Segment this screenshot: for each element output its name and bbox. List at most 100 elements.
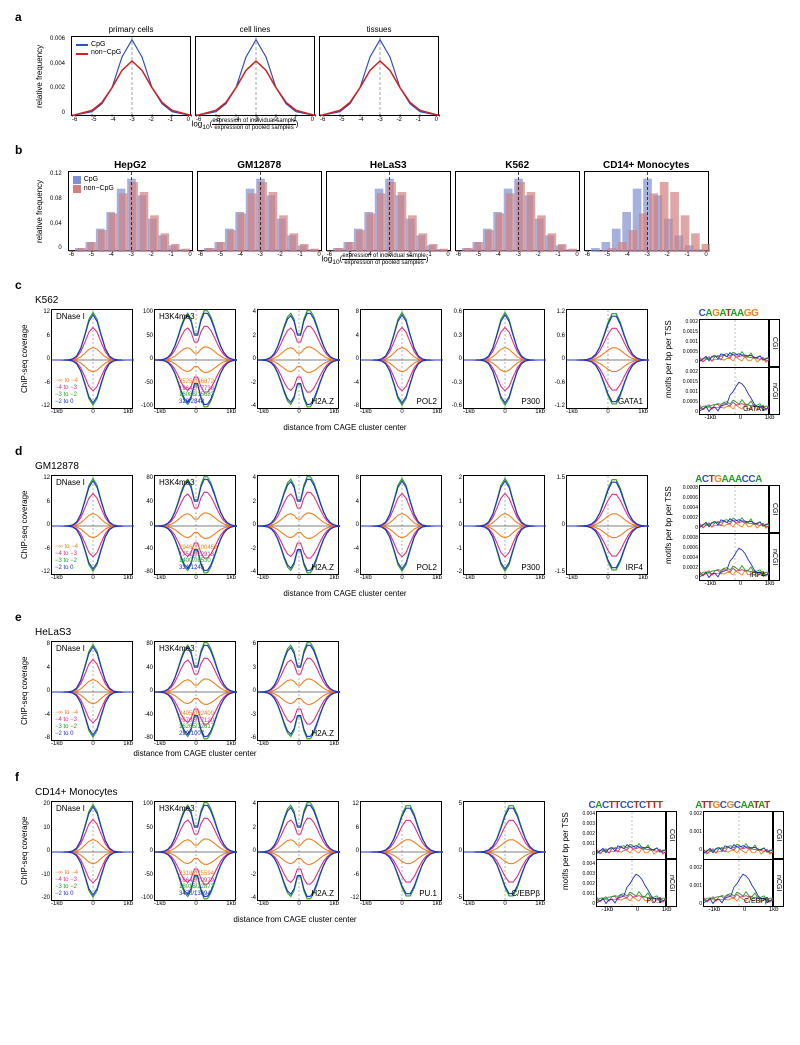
panel-name-label: DNase I	[56, 478, 85, 487]
panel-label: d	[15, 444, 785, 458]
panel-a-charts: 0.0060.0040.0020primary cells-6-5-4-3-2-…	[50, 36, 439, 116]
chip-panel-p300: 210-1-2P300-1kb01kb	[447, 475, 545, 581]
motif-name: PU.1	[646, 898, 662, 905]
panel-a-legend: CpGnon−CpG	[76, 41, 121, 58]
motif-side-nCGI: nCGI	[666, 859, 677, 907]
panel-name-label: POL2	[417, 397, 437, 406]
motif-side-nCGI: nCGI	[769, 533, 780, 581]
panel-name-label: H2A.Z	[311, 729, 334, 738]
group-counts: 24051/9240020705/1712016265/12617299/100…	[179, 711, 214, 737]
chart-title: cell lines	[240, 25, 271, 34]
group-counts: 23183/7559416646/1097918018/228733470/13…	[179, 871, 214, 897]
panel-name-label: H3K4me3	[159, 804, 195, 813]
panel-a-chart-2: tissues-6-5-4-3-2-10	[319, 36, 439, 116]
chip-panel-h2a-z: 630-3-6H2A.Z-1kb01kb	[241, 641, 339, 747]
panel-b-charts: 0.120.080.040HepG2-6-5-4-3-2-10CpGnon−Cp…	[50, 171, 709, 251]
panel-b-ylabel: relative frequency	[35, 171, 44, 251]
chip-xlabel: distance from CAGE cluster center	[45, 749, 345, 758]
group-counts: 29460/10045217518/1291314007/8530331/124…	[179, 545, 217, 571]
chip-panel-h3k4me3: 100500-50-100H3K4me323183/7559416646/109…	[138, 801, 236, 907]
panel-f: f CD14+ Monocytes ChIP-seq coverage 20100-1…	[15, 770, 785, 924]
chip-panel-dnase-i: 20100-10-20DNase I−∞ to −4−4 to −3−3 to …	[35, 801, 133, 907]
panel-b-chart-2: HeLaS3-6-5-4-3-2-10	[326, 171, 451, 251]
panel-c: cK562ChIP-seq coverage1260-6-12DNase I−∞…	[15, 278, 785, 432]
motif-name: GATA1	[743, 406, 765, 413]
chip-xlabel: distance from CAGE cluster center	[45, 589, 645, 598]
motif-side-CGI: CGI	[769, 485, 780, 533]
motif-ylabel: motifs per bp per TSS	[561, 801, 570, 901]
row-title: HeLaS3	[35, 627, 785, 638]
chart-title: GM12878	[237, 160, 281, 171]
chip-panel-dnase-i: 1260-6-12DNase I−∞ to −4−4 to −3−3 to −2…	[35, 475, 133, 581]
expr-legend: −∞ to −4−4 to −3−3 to −2−2 to 0	[55, 710, 78, 739]
group-counts: 25258/8687219642/1773816088/15682328/284…	[179, 379, 214, 405]
panel-name-label: DNase I	[56, 644, 85, 653]
panel-b-chart-0: HepG2-6-5-4-3-2-10CpGnon−CpG	[68, 171, 193, 251]
panel-name-label: H2A.Z	[311, 397, 334, 406]
panel-b-chart-1: GM12878-6-5-4-3-2-10	[197, 171, 322, 251]
chart-title: HepG2	[114, 160, 146, 171]
panel-name-label: DNase I	[56, 804, 85, 813]
chip-ylabel: ChIP-seq coverage	[20, 801, 29, 901]
motif-panel-irf4: ACTGAAACCA0.00080.00060.00040.000200.000…	[677, 475, 780, 587]
panel-name-label: C/EBPβ	[511, 889, 540, 898]
panel-b-legend: CpGnon−CpG	[73, 176, 114, 193]
panel-name-label: DNase I	[56, 312, 85, 321]
chip-panel-h3k4me3: 100500-50-100H3K4me325258/8687219642/177…	[138, 309, 236, 415]
chip-panel-dnase-i: 1260-6-12DNase I−∞ to −4−4 to −3−3 to −2…	[35, 309, 133, 415]
motif-panel-pu-1: CACTTCCTCTTT0.0040.0030.0020.00100.0040.…	[574, 801, 677, 913]
chip-panel-gata1: 1.20.60-0.6-1.2GATA1-1kb01kb	[550, 309, 648, 415]
panel-e: e HeLaS3 ChIP-seq coverage 840-4-8DNase I−∞…	[15, 610, 785, 758]
panel-a-chart-1: cell lines-6-5-4-3-2-10	[195, 36, 315, 116]
panel-a-label: a	[15, 10, 785, 24]
row-title: GM12878	[35, 461, 785, 472]
panel-b-chart-4: CD14+ Monocytes-6-5-4-3-2-10	[584, 171, 709, 251]
chip-panel-h3k4me3: 80400-40-80H3K4me324051/9240020705/17120…	[138, 641, 236, 747]
motif-ylabel: motifs per bp per TSS	[664, 475, 673, 575]
motif-panel-gata1: CAGATAAGG0.0020.00150.0010.000500.0020.0…	[677, 309, 780, 421]
panel-name-label: H3K4me3	[159, 478, 195, 487]
panel-a: a relative frequency 0.0060.0040.0020pri…	[15, 10, 785, 131]
row-title: CD14+ Monocytes	[35, 787, 785, 798]
chip-xlabel: distance from CAGE cluster center	[45, 915, 545, 924]
chip-panel-h2a-z: 420-2-4H2A.Z-1kb01kb	[241, 801, 339, 907]
chart-title: CD14+ Monocytes	[603, 160, 689, 171]
panel-name-label: H3K4me3	[159, 312, 195, 321]
panel-label: e	[15, 610, 785, 624]
chip-panel-pol2: 840-4-8POL2-1kb01kb	[344, 475, 442, 581]
chart-title: K562	[505, 160, 529, 171]
panel-name-label: PU.1	[419, 889, 437, 898]
panel-a-ylabel: relative frequency	[35, 36, 44, 116]
chip-panel-pol2: 840-4-8POL2-1kb01kb	[344, 309, 442, 415]
chip-ylabel: ChIP-seq coverage	[20, 641, 29, 741]
chip-panel-h3k4me3: 80400-40-80H3K4me329460/10045217518/1291…	[138, 475, 236, 581]
chip-panel-h2a-z: 420-2-4H2A.Z-1kb01kb	[241, 475, 339, 581]
chip-xlabel: distance from CAGE cluster center	[45, 423, 645, 432]
motif-logo: ACTGAAACCA	[695, 475, 762, 485]
panel-label: c	[15, 278, 785, 292]
motif-side-CGI: CGI	[666, 811, 677, 859]
chart-title: primary cells	[109, 25, 154, 34]
chip-panel-dnase-i: 840-4-8DNase I−∞ to −4−4 to −3−3 to −2−2…	[35, 641, 133, 747]
chip-panel-h2a-z: 420-2-4H2A.Z-1kb01kb	[241, 309, 339, 415]
expr-legend: −∞ to −4−4 to −3−3 to −2−2 to 0	[55, 544, 78, 573]
motif-name: C/EBPβ	[744, 898, 769, 905]
motif-side-CGI: CGI	[773, 811, 784, 859]
panel-name-label: P300	[521, 397, 540, 406]
chip-panel-c-ebp-: 50-5C/EBPβ-1kb01kb	[447, 801, 545, 907]
expr-legend: −∞ to −4−4 to −3−3 to −2−2 to 0	[55, 870, 78, 899]
panel-label: f	[15, 770, 785, 784]
motif-panel-c-ebp-: ATTGCGCAATAT0.0020.00100.0020.0010C/EBPβ…	[681, 801, 784, 913]
panel-name-label: H2A.Z	[311, 563, 334, 572]
panel-name-label: H3K4me3	[159, 644, 195, 653]
chip-panel-p300: 0.60.30-0.3-0.6P300-1kb01kb	[447, 309, 545, 415]
motif-side-CGI: CGI	[769, 319, 780, 367]
panel-b: b relative frequency 0.120.080.040HepG2-…	[15, 143, 785, 266]
chart-title: tissues	[367, 25, 392, 34]
chip-ylabel: ChIP-seq coverage	[20, 475, 29, 575]
motif-ylabel: motifs per bp per TSS	[664, 309, 673, 409]
motif-logo: CACTTCCTCTTT	[588, 801, 662, 811]
motif-logo: CAGATAAGG	[699, 309, 759, 319]
motif-side-nCGI: nCGI	[773, 859, 784, 907]
chart-title: HeLaS3	[370, 160, 407, 171]
